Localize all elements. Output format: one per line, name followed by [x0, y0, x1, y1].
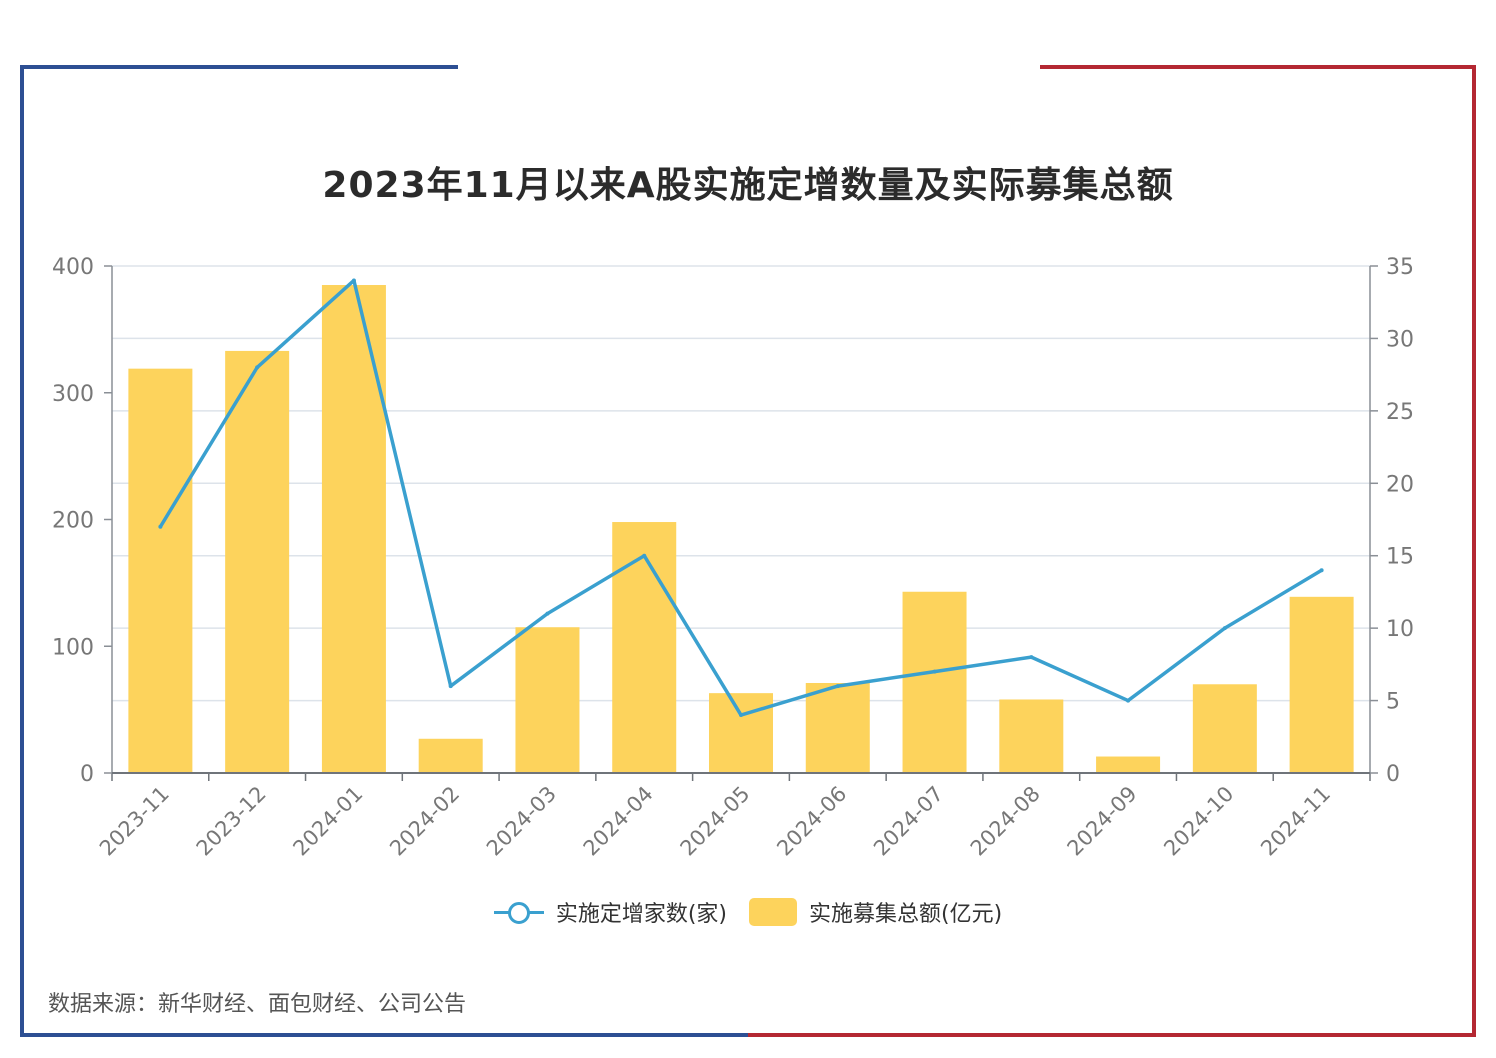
legend-label-amount: 实施募集总额(亿元) [809, 902, 1003, 927]
bar [418, 738, 483, 773]
line-point [739, 713, 743, 718]
x-tick-label: 2023-11 [95, 782, 174, 861]
right-tick-label: 25 [1386, 400, 1414, 425]
left-tick-label: 300 [52, 382, 94, 407]
line-point [1319, 568, 1324, 573]
right-tick-label: 10 [1386, 617, 1414, 642]
x-tick-label: 2024-02 [385, 782, 464, 861]
line-point [1222, 626, 1227, 631]
x-tick-label: 2024-11 [1256, 782, 1335, 861]
frame-right-border [748, 65, 1476, 1037]
bar [902, 591, 967, 773]
right-tick-label: 35 [1386, 255, 1414, 280]
x-axis-labels: 2023-11 2023-12 2024-01 2024-02 2024-03 2024-… [95, 782, 1335, 861]
bar [1096, 756, 1161, 773]
x-tick-label: 2024-01 [288, 782, 367, 861]
right-tick-label: 5 [1386, 690, 1400, 715]
line-point [158, 524, 163, 529]
right-tick-label: 30 [1386, 327, 1414, 352]
bar [612, 522, 677, 773]
legend: 实施定增家数(家) 实施募集总额(亿元) [0, 896, 1496, 928]
x-tick-label: 2024-07 [869, 782, 948, 861]
chart-title: 2023年11月以来A股实施定增数量及实际募集总额 [322, 165, 1174, 206]
line-point [932, 669, 937, 674]
bar [225, 350, 290, 773]
line-point [351, 278, 356, 283]
right-axis-ticks: 0 5 10 15 20 25 30 35 [1386, 255, 1414, 787]
x-tick-label: 2024-09 [1063, 782, 1142, 861]
line-point [255, 365, 260, 370]
legend-item-count[interactable]: 实施定增家数(家) [493, 896, 727, 928]
left-tick-label: 200 [52, 509, 94, 534]
x-tick-label: 2024-10 [1159, 782, 1238, 861]
line-point [1126, 698, 1131, 703]
left-tick-label: 0 [80, 762, 94, 787]
bar-marker-icon [749, 898, 797, 926]
right-tick-label: 0 [1386, 762, 1400, 787]
bar [515, 627, 580, 773]
left-tick-label: 100 [52, 635, 94, 660]
right-tick-label: 15 [1386, 545, 1414, 570]
axes [104, 265, 1378, 781]
legend-label-count: 实施定增家数(家) [555, 902, 727, 927]
line-series [158, 278, 1324, 718]
bar [1192, 684, 1257, 773]
bar [128, 368, 193, 773]
x-tick-label: 2024-06 [772, 782, 851, 861]
bar [999, 699, 1064, 773]
line-point [835, 684, 840, 689]
line-point [448, 684, 453, 689]
right-tick-label: 20 [1386, 472, 1414, 497]
x-tick-label: 2024-05 [676, 782, 755, 861]
line-point [642, 553, 647, 558]
line-point [545, 611, 550, 616]
line-point [1029, 655, 1034, 660]
x-tick-label: 2024-04 [579, 782, 658, 861]
frame-left-border [20, 65, 748, 1037]
bar [1289, 596, 1354, 773]
bar-series [128, 285, 1354, 773]
legend-item-amount[interactable]: 实施募集总额(亿元) [749, 896, 1002, 928]
left-axis-ticks: 0 100 200 300 400 [52, 255, 94, 787]
bar [709, 693, 773, 773]
gridlines [112, 265, 1370, 702]
x-tick-label: 2023-12 [192, 782, 271, 861]
line-marker-icon [493, 900, 544, 924]
bar [805, 683, 870, 773]
bar [321, 285, 386, 773]
left-tick-label: 400 [52, 255, 94, 280]
x-tick-label: 2024-03 [482, 782, 561, 861]
source-note: 数据来源：新华财经、面包财经、公司公告 [48, 992, 467, 1017]
x-tick-label: 2024-08 [966, 782, 1045, 861]
